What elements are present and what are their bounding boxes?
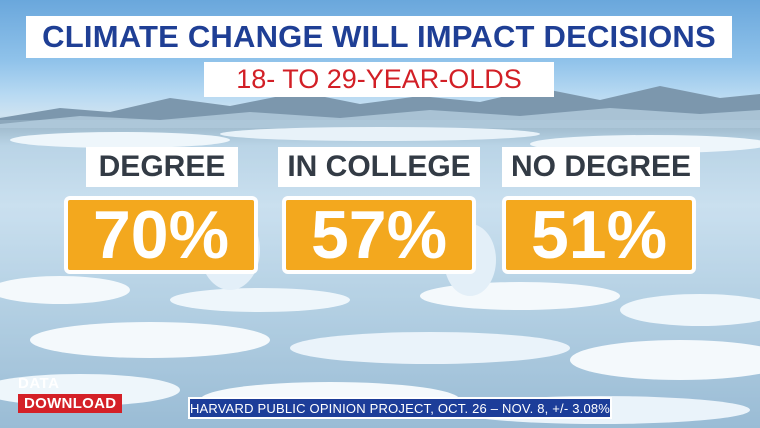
page-title: CLIMATE CHANGE WILL IMPACT DECISIONS <box>42 19 716 54</box>
sea-ice-background <box>0 120 760 428</box>
stat-label-degree: DEGREE <box>98 150 226 183</box>
source-text: HARVARD PUBLIC OPINION PROJECT, OCT. 26 … <box>189 400 611 416</box>
stat-label-in-college: IN COLLEGE <box>287 150 471 183</box>
logo-line-download: DOWNLOAD <box>18 394 123 413</box>
logo-line-data: DATA <box>18 375 60 392</box>
source-banner: HARVARD PUBLIC OPINION PROJECT, OCT. 26 … <box>188 397 612 419</box>
stat-value-in-college: 57% <box>310 197 448 273</box>
stat-value-no-degree: 51% <box>530 197 668 273</box>
page-subtitle: 18- TO 29-YEAR-OLDS <box>236 64 522 94</box>
data-download-logo: DATA DOWNLOAD <box>18 375 123 413</box>
subtitle-banner: 18- TO 29-YEAR-OLDS <box>204 62 554 97</box>
stat-label-no-degree: NO DEGREE <box>510 150 692 183</box>
stat-value-box-in-college: 57% <box>282 196 476 274</box>
stat-value-box-degree: 70% <box>64 196 258 274</box>
stat-value-degree: 70% <box>92 197 230 273</box>
stat-label-box-degree: DEGREE <box>86 147 238 187</box>
stat-label-box-no-degree: NO DEGREE <box>502 147 700 187</box>
mountains-background <box>0 86 760 128</box>
stat-value-box-no-degree: 51% <box>502 196 696 274</box>
title-banner: CLIMATE CHANGE WILL IMPACT DECISIONS <box>26 16 732 58</box>
stat-label-box-in-college: IN COLLEGE <box>278 147 480 187</box>
